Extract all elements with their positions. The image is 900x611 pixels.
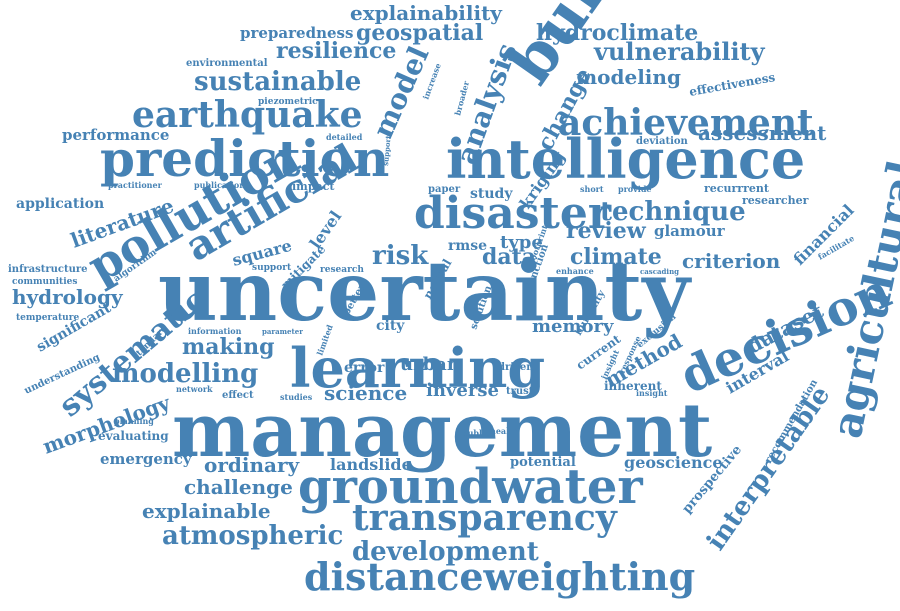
word-machine: parameter [262,327,303,336]
word-rmse: rmse [448,238,487,254]
word-making: making [182,334,275,360]
word-technique: technique [600,197,746,227]
word-publication: publication [194,180,245,190]
word-risk: risk [372,241,429,271]
word-glamour: glamour [654,222,726,240]
word-development: development [352,537,539,567]
word-landslide: landslide [330,455,412,474]
word-earthquake: earthquake [132,94,363,136]
word-memory: memory [532,316,614,337]
word-planning: effect [222,390,254,401]
word-error: city [376,318,405,334]
word-geospatial: geospatial [356,20,483,46]
word-environmental: environmental [186,58,268,69]
word-trust: driven [498,362,534,373]
word-increase: short [580,184,604,194]
word-resilience: resilience [276,38,396,64]
word-effectiveness: effectiveness [688,70,776,99]
word-science: science [324,381,407,405]
word-inverse: inverse [426,380,499,401]
word-challenge: challenge [184,475,293,499]
word-performance: performance [62,126,169,144]
word-paper: paper [428,184,461,195]
word-direction: information [188,326,242,336]
word-ordinary: ordinary [204,453,300,477]
word-distanceweighting: distanceweighting [304,554,695,599]
word-management: management [172,388,712,474]
word-study: study [470,186,513,202]
word-hydroclimate: hydroclimate [536,20,698,46]
word-practitioner: practitioner [108,180,163,190]
word-modelling: modelling [112,359,258,389]
word-achievement: achievement [558,102,814,144]
word-global: trust [506,386,534,397]
word-driven: error [344,360,385,376]
word-piezometric: piezometric [258,97,318,107]
word-type: type [500,232,543,253]
word-data: data [482,244,536,270]
word-review: review [566,218,647,244]
word-application: application [16,196,104,212]
word-prediction: prediction [100,129,389,188]
word-disaster: disaster [414,188,612,239]
word-network: studies [280,392,313,402]
word-criterion: criterion [682,249,781,273]
word-detailed: detailed [326,132,363,142]
word-atmospheric: atmospheric [162,521,343,551]
word-urban: urban [400,354,460,375]
word-explainability: explainability [350,1,503,25]
word-geoscience: geoscience [624,453,723,472]
word-better: research [320,265,364,275]
word-result: enhance [556,266,594,276]
word-climate: climate [570,244,662,270]
word-various: support [252,263,292,273]
word-solution: health [490,426,519,436]
word-infrastructure: infrastructure [8,264,88,275]
word-policies: support [381,134,393,166]
word-mitigate: provide [618,184,652,194]
word-structure: public [462,428,490,438]
word-recurrrent: recurrrent [704,182,770,195]
word-explainable: explainable [142,499,271,523]
word-learning: learning [290,336,545,400]
word-assessment: assessment [698,121,827,145]
word-preparedness: preparedness [240,24,353,42]
word-function: cascading [640,267,679,276]
word-information: planning [114,416,154,426]
word-transparency: transparency [352,497,618,539]
word-modeling: modeling [576,65,681,89]
word-response: inherent [604,379,662,393]
word-communities: communities [12,277,77,287]
word-intelligence: intelligence [446,127,805,191]
word-hydrology: hydrology [12,285,124,309]
word-exclusion: insight [636,388,668,398]
word-groundwater: groundwater [298,459,643,515]
word-uncertainty: uncertainty [158,244,692,340]
word-impact: impact [292,180,335,193]
word-potential: potential [510,455,576,470]
word-vulnerability: vulnerability [593,37,766,66]
word-researcher: researcher [742,194,809,207]
word-temperature: temperature [16,313,79,323]
word-evaluating: evaluating [98,429,169,443]
word-deviation: deviation [636,136,689,147]
word-parameter: network [176,384,213,394]
word-sustainable: sustainable [194,67,361,97]
word-emergency: emergency [100,450,193,468]
